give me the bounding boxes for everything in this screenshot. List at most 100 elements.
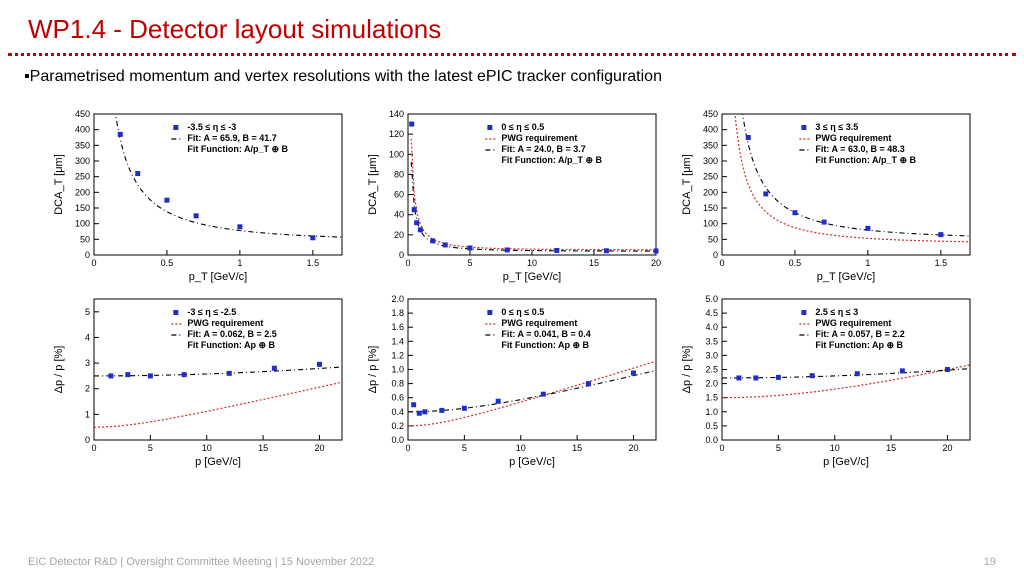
svg-text:3.5: 3.5 [705,336,718,346]
svg-text:1.0: 1.0 [705,407,718,417]
svg-text:2.5: 2.5 [705,365,718,375]
svg-text:0 ≤ η ≤ 0.5: 0 ≤ η ≤ 0.5 [501,122,544,132]
svg-text:10: 10 [202,443,212,453]
svg-text:450: 450 [703,109,718,119]
svg-text:120: 120 [389,129,404,139]
svg-text:Fit Function: Ap ⊕ B: Fit Function: Ap ⊕ B [501,340,589,350]
svg-text:200: 200 [703,187,718,197]
svg-text:5: 5 [148,443,153,453]
svg-text:Fit: A = 0.041, B = 0.4: Fit: A = 0.041, B = 0.4 [501,329,590,339]
chart-panel: 00.511.5050100150200250300350400450p_T [… [676,108,976,283]
svg-text:2.0: 2.0 [391,294,404,304]
chart-panel: 05101520012345p [GeV/c]Δp / p [%]-3 ≤ η … [48,293,348,468]
svg-text:0: 0 [91,443,96,453]
svg-text:p [GeV/c]: p [GeV/c] [509,456,555,468]
svg-text:DCA_T [μm]: DCA_T [μm] [681,154,693,215]
svg-text:100: 100 [703,219,718,229]
svg-text:10: 10 [830,443,840,453]
page-number: 19 [984,556,996,568]
svg-text:50: 50 [80,234,90,244]
svg-text:DCA_T [μm]: DCA_T [μm] [53,154,65,215]
svg-text:0.2: 0.2 [391,421,404,431]
svg-text:PWG requirement: PWG requirement [187,318,263,328]
svg-text:15: 15 [572,443,582,453]
svg-text:4.0: 4.0 [705,322,718,332]
svg-text:-3 ≤ η ≤ -2.5: -3 ≤ η ≤ -2.5 [187,307,236,317]
svg-text:200: 200 [75,187,90,197]
svg-text:1.5: 1.5 [307,258,320,268]
svg-text:5: 5 [467,258,472,268]
svg-text:Fit Function: Ap ⊕ B: Fit Function: Ap ⊕ B [815,340,903,350]
svg-text:50: 50 [708,234,718,244]
svg-text:0.8: 0.8 [391,379,404,389]
svg-text:p [GeV/c]: p [GeV/c] [195,456,241,468]
svg-text:0: 0 [719,258,724,268]
svg-text:4.5: 4.5 [705,308,718,318]
svg-text:20: 20 [314,443,324,453]
svg-text:2: 2 [85,384,90,394]
svg-text:140: 140 [389,109,404,119]
svg-text:DCA_T [μm]: DCA_T [μm] [367,154,379,215]
svg-text:10: 10 [527,258,537,268]
svg-text:350: 350 [703,140,718,150]
svg-text:450: 450 [75,109,90,119]
svg-text:p_T [GeV/c]: p_T [GeV/c] [503,271,562,283]
svg-text:4: 4 [85,332,90,342]
svg-text:20: 20 [394,230,404,240]
svg-text:15: 15 [258,443,268,453]
svg-text:0.5: 0.5 [705,421,718,431]
chart-grid: 00.511.5050100150200250300350400450p_T [… [0,108,1024,468]
svg-text:60: 60 [394,190,404,200]
svg-text:Fit Function: A/p_T ⊕ B: Fit Function: A/p_T ⊕ B [815,155,916,165]
svg-text:p_T [GeV/c]: p_T [GeV/c] [189,271,248,283]
svg-text:1.0: 1.0 [391,365,404,375]
svg-text:1.2: 1.2 [391,350,404,360]
svg-text:5: 5 [776,443,781,453]
svg-text:15: 15 [886,443,896,453]
svg-text:PWG requirement: PWG requirement [815,318,891,328]
svg-text:PWG requirement: PWG requirement [501,133,577,143]
svg-text:100: 100 [389,149,404,159]
svg-text:0.0: 0.0 [391,435,404,445]
svg-text:0.5: 0.5 [789,258,802,268]
svg-text:0.0: 0.0 [705,435,718,445]
chart-panel: 051015200.00.51.01.52.02.53.03.54.04.55.… [676,293,976,468]
svg-text:400: 400 [703,125,718,135]
svg-text:0: 0 [91,258,96,268]
svg-text:10: 10 [516,443,526,453]
svg-text:1.5: 1.5 [935,258,948,268]
svg-text:3 ≤ η ≤ 3.5: 3 ≤ η ≤ 3.5 [815,122,858,132]
svg-text:400: 400 [75,125,90,135]
svg-text:0 ≤ η ≤ 0.5: 0 ≤ η ≤ 0.5 [501,307,544,317]
svg-text:-3.5 ≤ η ≤ -3: -3.5 ≤ η ≤ -3 [187,122,236,132]
svg-text:Fit: A = 24.0, B = 3.7: Fit: A = 24.0, B = 3.7 [501,144,585,154]
svg-text:20: 20 [942,443,952,453]
svg-text:Fit: A = 0.057, B = 2.2: Fit: A = 0.057, B = 2.2 [815,329,904,339]
svg-text:1: 1 [865,258,870,268]
svg-text:0.6: 0.6 [391,393,404,403]
svg-text:2.5 ≤ η ≤ 3: 2.5 ≤ η ≤ 3 [815,307,858,317]
svg-text:1.6: 1.6 [391,322,404,332]
svg-text:15: 15 [589,258,599,268]
svg-text:5.0: 5.0 [705,294,718,304]
svg-text:Fit Function: Ap ⊕ B: Fit Function: Ap ⊕ B [187,340,275,350]
svg-text:Fit Function: A/p_T ⊕ B: Fit Function: A/p_T ⊕ B [501,155,602,165]
svg-text:300: 300 [703,156,718,166]
svg-text:150: 150 [75,203,90,213]
svg-text:80: 80 [394,169,404,179]
svg-text:0: 0 [405,443,410,453]
svg-text:250: 250 [75,172,90,182]
svg-text:Fit: A = 63.0, B = 48.3: Fit: A = 63.0, B = 48.3 [815,144,904,154]
svg-text:Δp / p [%]: Δp / p [%] [681,346,693,394]
svg-text:1: 1 [85,409,90,419]
svg-text:0.4: 0.4 [391,407,404,417]
svg-text:5: 5 [462,443,467,453]
footer-text: EIC Detector R&D | Oversight Committee M… [28,556,374,568]
svg-text:0: 0 [85,250,90,260]
svg-text:1.4: 1.4 [391,336,404,346]
svg-text:0: 0 [399,250,404,260]
svg-text:150: 150 [703,203,718,213]
svg-text:0: 0 [85,435,90,445]
svg-text:20: 20 [628,443,638,453]
svg-text:250: 250 [703,172,718,182]
